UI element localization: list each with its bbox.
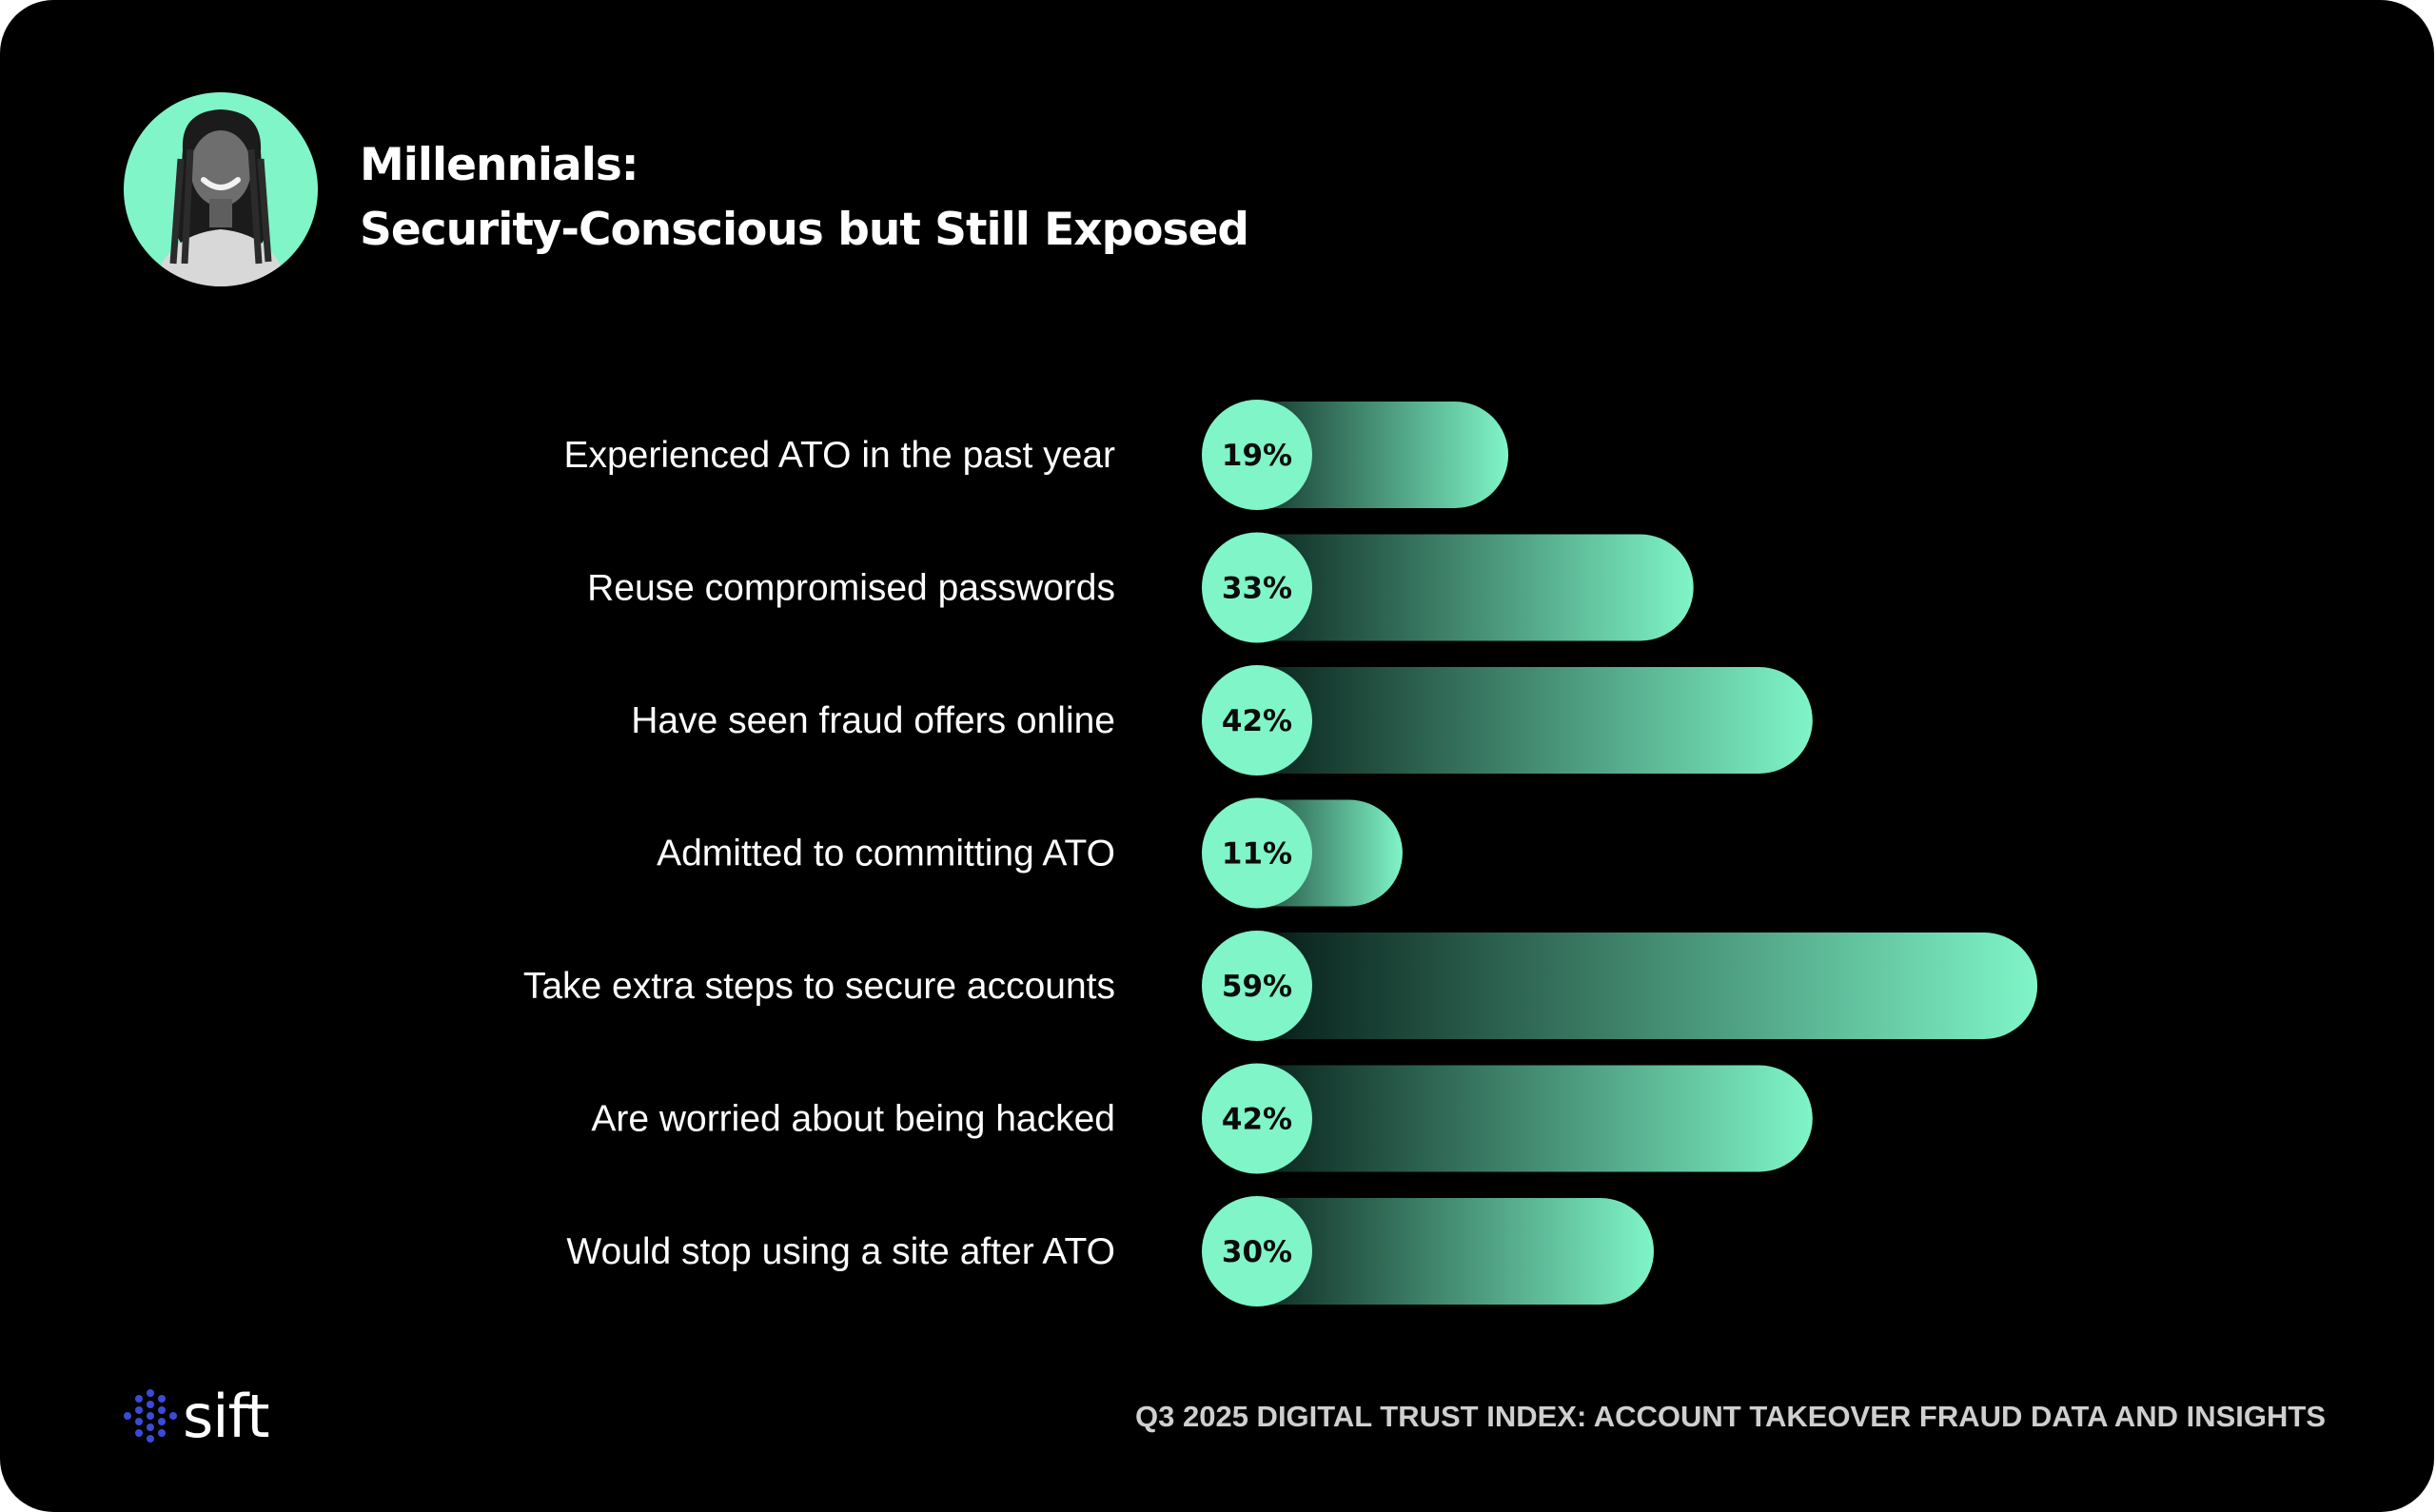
person-portrait-icon <box>124 92 318 286</box>
bar-value-label: 19% <box>1222 439 1292 473</box>
bar-value-badge <box>1202 797 1312 909</box>
bar-value-label: 42% <box>1222 1103 1292 1137</box>
bar-category-label: Admitted to committing ATO <box>657 834 1115 874</box>
bar-7 <box>1202 1198 1654 1305</box>
title-line-1: Millennials: <box>360 139 639 191</box>
bar-value-label: 30% <box>1222 1235 1292 1269</box>
bar-value-label: 33% <box>1222 572 1292 606</box>
bar-category-label: Are worried about being hacked <box>591 1099 1115 1140</box>
bar-5 <box>1202 933 2038 1039</box>
bar-value-badge <box>1202 931 1312 1041</box>
bar-2 <box>1202 534 1694 641</box>
bar-value-badge <box>1202 400 1312 510</box>
footer-source: Q3 2025 DIGITAL TRUST INDEX: ACCOUNT TAK… <box>1135 1400 2326 1433</box>
bar-value-label: 11% <box>1222 837 1292 872</box>
bar-value-badge <box>1202 1063 1312 1174</box>
bar-value-badge <box>1202 1196 1312 1306</box>
bar-3 <box>1202 667 1813 774</box>
bar-value-label: 42% <box>1222 704 1292 738</box>
bar-category-label: Have seen fraud offers online <box>631 700 1115 741</box>
bar-category-label: Would stop using a site after ATO <box>566 1231 1115 1272</box>
dot-grid-logo-icon <box>124 1389 177 1443</box>
bar-value-badge <box>1202 665 1312 776</box>
sift-logo: sift <box>122 1382 270 1451</box>
bar-category-label: Experienced ATO in the past year <box>563 435 1115 476</box>
bar-6 <box>1202 1065 1813 1172</box>
bar-category-label: Reuse compromised passwords <box>587 568 1115 609</box>
bar-value-badge <box>1202 532 1312 643</box>
page-title: Millennials: Security-Conscious but Stil… <box>360 133 1249 263</box>
logo-text: sift <box>183 1381 270 1451</box>
bar-category-label: Take extra steps to secure accounts <box>523 966 1115 1007</box>
bar-value-label: 59% <box>1222 970 1292 1004</box>
title-line-2: Security-Conscious but Still Exposed <box>360 204 1249 256</box>
